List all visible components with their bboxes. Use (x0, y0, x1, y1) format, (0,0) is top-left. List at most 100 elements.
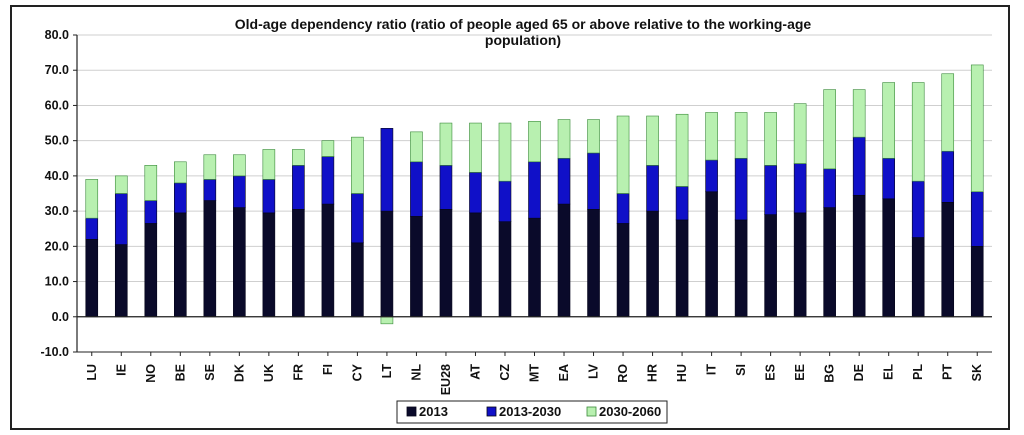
bar-FR-2013 (292, 209, 305, 318)
bar-NL-2013-2030 (410, 161, 423, 217)
x-tick-label: EL (882, 364, 896, 380)
bar-CZ-2030-2060 (498, 122, 512, 182)
bar-FR-2013-2030 (292, 165, 305, 210)
bar-CY-2030-2060 (351, 136, 364, 194)
bar-EE-2030-2060 (793, 103, 807, 164)
y-tick-label: 10.0 (45, 275, 69, 289)
bar-BE-2013 (174, 212, 187, 318)
bar-EL-2030-2060 (882, 82, 895, 159)
bar-IT-2013-2030 (705, 159, 718, 193)
bar-HR-2030-2060 (646, 115, 659, 166)
bar-RO-2030-2060 (616, 115, 630, 194)
x-tick-label: IE (114, 364, 128, 376)
bar-HU-2030-2060 (675, 113, 689, 187)
bar-EU28-2013 (439, 209, 453, 318)
bar-DE-2030-2060 (852, 89, 866, 138)
bar-FI-2013 (321, 203, 335, 318)
x-tick-label: FR (291, 364, 305, 381)
bar-EU28-2030-2060 (439, 122, 453, 166)
bar-EL-2013-2030 (882, 157, 895, 200)
x-tick-label: EU28 (439, 364, 453, 395)
chart-container: Old-age dependency ratio (ratio of peopl… (10, 5, 1010, 430)
y-tick-label: 60.0 (45, 98, 69, 112)
bar-SK-2013 (970, 246, 984, 318)
x-tick-label: LU (85, 364, 99, 381)
bar-IT-2013 (705, 191, 718, 318)
bar-EE-2013-2030 (793, 163, 807, 214)
bar-AT-2030-2060 (469, 122, 482, 173)
bar-PT-2013 (941, 202, 955, 318)
x-tick-label: PT (941, 364, 955, 380)
x-tick-label: LV (587, 363, 601, 379)
bar-BG-2030-2060 (823, 89, 836, 170)
bar-BE-2030-2060 (174, 161, 187, 184)
bar-DE-2013-2030 (852, 136, 866, 196)
x-tick-label: BE (173, 364, 187, 381)
x-tick-label: SE (203, 364, 217, 381)
y-tick-label: 50.0 (45, 134, 69, 148)
bar-SK-2030-2060 (970, 64, 984, 193)
legend-label-2013-2030: 2013-2030 (499, 404, 561, 419)
bar-LV-2030-2060 (587, 119, 600, 154)
y-axis-ticks: -10.0 0.0 10.0 20.0 30.0 40.0 50.0 60.0 70.0 80.0 (41, 28, 77, 359)
bar-CY-2013 (351, 242, 364, 318)
bar-DK-2013 (233, 207, 246, 318)
bar-NO-2013 (144, 223, 158, 318)
x-tick-label: DK (232, 364, 246, 382)
bar-SE-2030-2060 (203, 154, 217, 180)
bar-BG-2013-2030 (823, 168, 836, 208)
x-tick-label: HR (646, 364, 660, 382)
bars (85, 64, 984, 325)
chart-title-line2: population) (485, 32, 561, 48)
bar-FR-2030-2060 (292, 149, 305, 166)
bar-FI-2013-2030 (321, 156, 335, 205)
bar-AT-2013-2030 (469, 172, 482, 214)
bar-LU-2013 (85, 238, 99, 318)
bar-RO-2013 (616, 223, 630, 318)
x-tick-label: SI (734, 364, 748, 376)
bar-UK-2030-2060 (262, 149, 276, 180)
x-tick-label: FI (321, 364, 335, 375)
y-tick-label: 40.0 (45, 169, 69, 183)
x-tick-label: ES (764, 364, 778, 381)
bar-MT-2030-2060 (528, 120, 541, 163)
bar-HR-2013 (646, 210, 659, 318)
bar-HR-2013-2030 (646, 165, 659, 212)
bar-DE-2013 (852, 194, 866, 318)
bar-HU-2013-2030 (675, 186, 689, 221)
bar-IE-2030-2060 (114, 175, 128, 194)
bar-MT-2013-2030 (528, 161, 541, 219)
bar-MT-2013 (528, 217, 541, 318)
legend-label-2030-2060: 2030-2060 (599, 404, 661, 419)
legend-swatch-2030-2060 (586, 406, 597, 417)
bar-LV-2013 (587, 209, 600, 318)
bar-IT-2030-2060 (705, 112, 718, 161)
bar-UK-2013 (262, 212, 276, 318)
bar-ES-2030-2060 (764, 112, 777, 166)
bar-FI-2030-2060 (321, 140, 335, 157)
bar-BG-2013 (823, 207, 836, 318)
bar-EA-2013-2030 (557, 157, 571, 205)
bar-NL-2013 (410, 216, 423, 318)
bar-SE-2013-2030 (203, 179, 217, 201)
bar-SI-2013-2030 (734, 157, 748, 221)
chart-title-line1: Old-age dependency ratio (ratio of peopl… (235, 16, 812, 32)
legend-swatch-2013 (406, 406, 417, 417)
y-tick-label: 70.0 (45, 63, 69, 77)
bar-LV-2013-2030 (587, 152, 600, 210)
x-tick-label: UK (262, 364, 276, 382)
bar-RO-2013-2030 (616, 193, 630, 224)
bar-NO-2030-2060 (144, 165, 158, 201)
y-tick-label: 80.0 (45, 28, 69, 42)
bar-IE-2013-2030 (114, 193, 128, 245)
bar-LU-2013-2030 (85, 217, 99, 240)
bar-LT-2030-2060 (380, 316, 394, 325)
x-tick-label: LT (380, 364, 394, 379)
x-axis-ticks: LU IE NO BE SE DK UK FR FI CY LT NL EU28 AT CZ MT EA LV RO… (85, 352, 984, 395)
bar-LT-2013 (380, 210, 394, 318)
bar-SI-2013 (734, 219, 748, 318)
x-tick-label: AT (468, 364, 482, 380)
bar-PL-2030-2060 (911, 82, 925, 182)
axes (76, 35, 992, 353)
bar-AT-2013 (469, 212, 482, 318)
